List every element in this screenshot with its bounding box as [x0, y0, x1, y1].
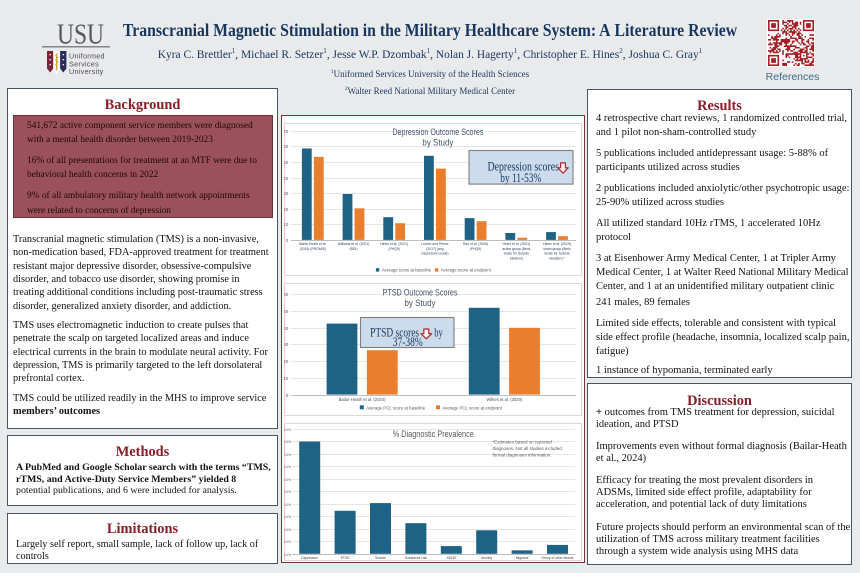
svg-text:50.0%: 50.0% [284, 490, 291, 494]
svg-text:PTSD: PTSD [341, 556, 350, 560]
svg-text:80.0%: 80.0% [284, 453, 291, 457]
svg-text:Services: Services [69, 59, 99, 68]
svg-text:20: 20 [284, 207, 289, 212]
svg-text:30: 30 [284, 191, 289, 196]
svg-text:Scale for Suicide: Scale for Suicide [504, 252, 530, 256]
svg-text:60.0%: 60.0% [284, 478, 291, 482]
svg-text:90.0%: 90.0% [284, 440, 291, 444]
svg-text:by Study: by Study [405, 298, 436, 308]
svg-text:0: 0 [286, 393, 289, 398]
svg-text:Average score at endpoint: Average score at endpoint [441, 267, 492, 272]
svg-text:Anxiety: Anxiety [481, 556, 492, 560]
svg-text:PTSD scores: PTSD scores [370, 326, 419, 340]
svg-text:30.0%: 30.0% [284, 515, 291, 519]
svg-text:sham group (Beck: sham group (Beck [543, 247, 571, 251]
svg-text:active group (Beck: active group (Beck [502, 247, 530, 251]
svg-text:% Diagnostic Prevalence: % Diagnostic Prevalence [393, 429, 474, 439]
svg-text:*Estimates based on reported: *Estimates based on reported [493, 440, 553, 445]
svg-text:Wilkes et al. (2020): Wilkes et al. (2020) [486, 397, 522, 402]
svg-text:Bailar-Heath et al.: Bailar-Heath et al. [299, 242, 326, 246]
svg-text:(2024) (PROMIS): (2024) (PROMIS) [300, 247, 326, 251]
svg-text:Depression Outcome Scores: Depression Outcome Scores [392, 127, 483, 137]
svg-text:Uniformed: Uniformed [69, 52, 105, 61]
svg-text:by 11-53%: by 11-53% [500, 171, 541, 185]
svg-text:Hines et al. (2021): Hines et al. (2021) [380, 242, 408, 246]
svg-text:by Study: by Study [422, 137, 453, 147]
svg-text:(BDI): (BDI) [350, 247, 358, 251]
svg-text:Average PCL score at endpoint: Average PCL score at endpoint [442, 405, 502, 410]
svg-text:70: 70 [284, 129, 289, 134]
svg-text:Hines et al. (2019): Hines et al. (2019) [543, 242, 571, 246]
svg-text:Luxton and Pierce: Luxton and Pierce [421, 242, 448, 246]
svg-text:10: 10 [284, 222, 289, 227]
svg-text:Group of other factors: Group of other factors [541, 556, 573, 560]
svg-text:Migraine: Migraine [516, 556, 529, 560]
svg-text:20.0%: 20.0% [284, 528, 291, 532]
svg-text:100.0%: 100.0% [284, 428, 291, 432]
svg-text:Ideation): Ideation) [510, 257, 523, 261]
svg-text:(2017) (avg: (2017) (avg [426, 247, 443, 251]
svg-text:0.0%: 0.0% [284, 553, 291, 557]
svg-text:Depression: Depression [301, 556, 318, 560]
svg-text:37-38%: 37-38% [393, 335, 423, 349]
svg-text:Average PCL score at baseline: Average PCL score at baseline [366, 405, 426, 410]
svg-text:0: 0 [286, 238, 289, 243]
svg-text:60: 60 [284, 292, 289, 297]
svg-text:10: 10 [284, 376, 289, 381]
svg-text:10.0%: 10.0% [284, 540, 291, 544]
svg-text:60: 60 [284, 144, 289, 149]
svg-text:30: 30 [284, 342, 289, 347]
svg-text:diagnoses. Not all studies inc: diagnoses. Not all studies included [493, 446, 563, 451]
svg-text:Depression scale): Depression scale) [421, 252, 448, 256]
svg-text:70.0%: 70.0% [284, 465, 291, 469]
svg-text:Bailar-Heath et al. (2024): Bailar-Heath et al. (2024) [339, 397, 386, 402]
svg-text:University: University [69, 67, 104, 76]
svg-text:formal diagnoses information.: formal diagnoses information. [493, 453, 552, 458]
svg-text:USU: USU [57, 20, 104, 51]
svg-text:by: by [434, 326, 443, 340]
svg-text:Hines et al. (2021): Hines et al. (2021) [502, 242, 530, 246]
svg-text:ADHD: ADHD [447, 556, 457, 560]
svg-text:Suicide: Suicide [375, 556, 386, 560]
svg-text:Williams et al. (2021): Williams et al. (2021) [338, 242, 370, 246]
svg-text:Ideation) *: Ideation) * [549, 257, 565, 261]
svg-text:50: 50 [284, 160, 289, 165]
svg-text:Average score at baseline: Average score at baseline [382, 267, 432, 272]
svg-text:(PHQ9): (PHQ9) [388, 247, 400, 251]
svg-text:(PHQ9): (PHQ9) [470, 247, 482, 251]
svg-text:20: 20 [284, 359, 289, 364]
svg-text:40.0%: 40.0% [284, 503, 291, 507]
svg-text:PTSD Outcome Scores: PTSD Outcome Scores [383, 288, 458, 298]
svg-text:40: 40 [284, 176, 289, 181]
svg-text:Substance Use: Substance Use [405, 556, 428, 560]
svg-text:40: 40 [284, 326, 289, 331]
svg-text:Depression scores: Depression scores [488, 160, 560, 174]
svg-text:Scale for Suicide: Scale for Suicide [544, 252, 570, 256]
svg-text:50: 50 [284, 309, 289, 314]
svg-text:Rau et al. (2006): Rau et al. (2006) [463, 242, 488, 246]
